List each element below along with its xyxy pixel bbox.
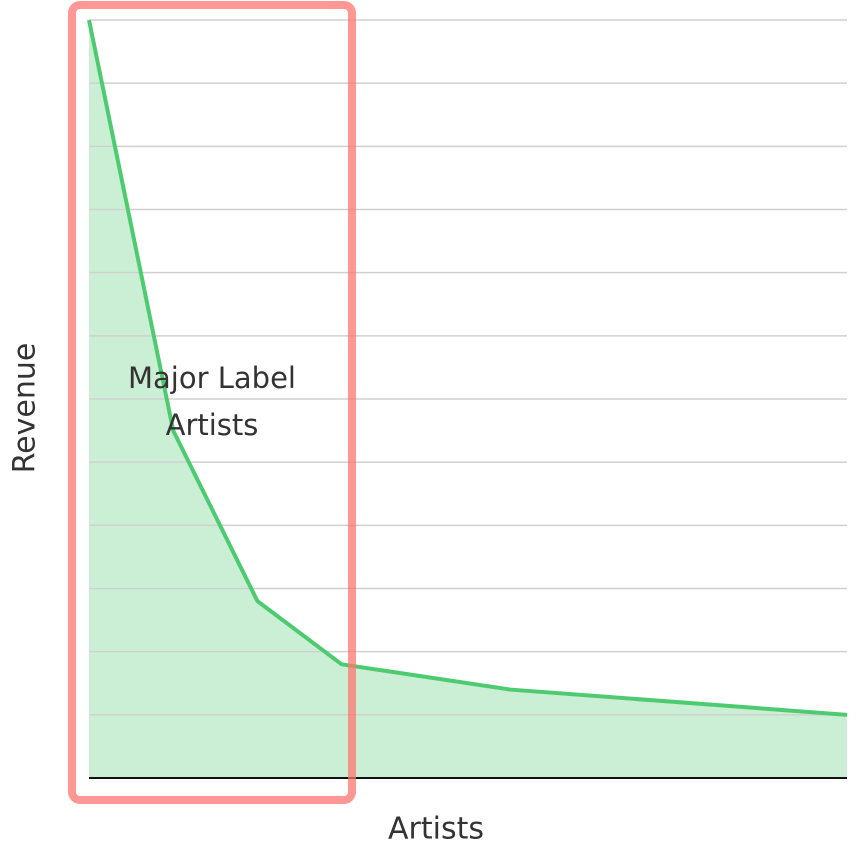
area-line [87, 19, 848, 717]
x-axis-label: Artists [388, 812, 484, 847]
annotation-line: Artists [166, 408, 259, 442]
area-fill [89, 20, 847, 778]
highlight-box [68, 1, 356, 804]
y-axis-label: Revenue [8, 343, 43, 474]
annotation: Major Label Artists [128, 361, 296, 442]
annotation-line: Major Label [128, 361, 296, 395]
